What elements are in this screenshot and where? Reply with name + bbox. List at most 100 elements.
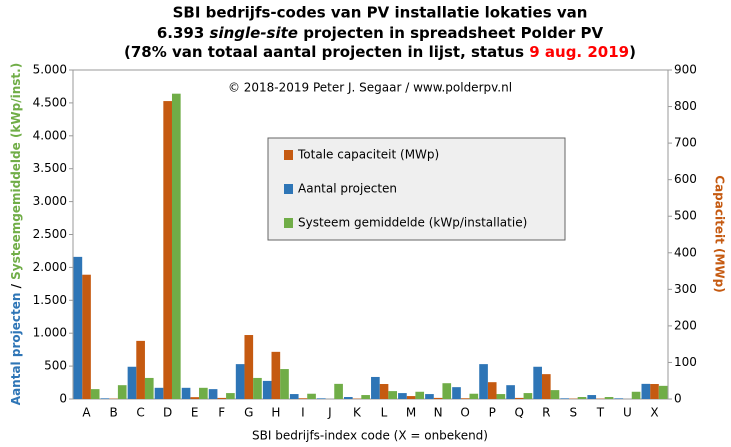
bar [406, 396, 416, 399]
legend-label: Totale capaciteit (MWp) [297, 148, 439, 162]
y-tick-label: 2.000 [33, 260, 67, 274]
title-part: single-site [210, 24, 298, 42]
x-tick-label: A [82, 406, 91, 420]
y-tick-label: 1.500 [33, 293, 67, 307]
bar [163, 101, 172, 400]
bar [614, 398, 624, 399]
x-tick-label: G [244, 406, 253, 420]
bar [560, 398, 570, 399]
bar [343, 397, 353, 399]
bar [144, 377, 154, 399]
x-tick-label: M [406, 406, 416, 420]
legend-swatch [284, 150, 293, 160]
x-tick-label: H [271, 406, 280, 420]
y2-tick-label: 200 [674, 318, 697, 332]
bar [641, 383, 651, 399]
bar [533, 366, 542, 399]
bar [496, 394, 506, 399]
legend [267, 137, 566, 241]
y2-tick-label: 700 [674, 136, 697, 150]
x-tick-label: I [301, 406, 305, 420]
legend-swatch [284, 184, 293, 194]
y-label-part: Aantal projecten [9, 293, 23, 406]
y2-tick-label: 900 [674, 63, 697, 77]
bar [577, 397, 587, 399]
bar [506, 385, 515, 399]
bar [199, 387, 208, 399]
bar [235, 364, 245, 399]
bar [171, 93, 181, 400]
y2-tick-label: 500 [674, 209, 697, 223]
x-tick-label: B [109, 406, 117, 420]
bar [452, 387, 461, 399]
bar [587, 395, 597, 399]
bar [190, 397, 200, 399]
bar [208, 389, 218, 399]
bar [316, 398, 326, 399]
bar [100, 398, 110, 399]
bar [127, 366, 137, 399]
bar [425, 394, 434, 399]
legend-swatch [284, 218, 293, 228]
y-tick-label: 4.000 [33, 128, 67, 142]
bar [298, 398, 308, 399]
bar [541, 374, 551, 399]
bar [271, 351, 281, 399]
x-tick-label: C [136, 406, 144, 420]
x-tick-label: S [570, 406, 578, 420]
y-label-part: / [9, 280, 23, 293]
title-part: (78% van totaal aantal projecten in lijs… [124, 43, 529, 61]
bar [82, 274, 91, 399]
bar [479, 364, 488, 399]
bar [117, 385, 127, 399]
y2-tick-label: 100 [674, 355, 697, 369]
x-tick-label: J [327, 406, 332, 420]
x-tick-label: R [542, 406, 550, 420]
bar [631, 391, 641, 399]
y-axis-label: Aantal projecten / Systeemgemiddelde (kW… [9, 63, 23, 405]
bar [307, 393, 316, 399]
bar [262, 380, 272, 399]
title-date: 9 aug. 2019 [529, 43, 629, 61]
bar [415, 391, 425, 399]
bar [217, 397, 227, 399]
bar [280, 369, 289, 399]
title-line: 6.393 single-site projecten in spreadshe… [157, 24, 604, 42]
bar [550, 390, 560, 399]
x-tick-label: T [596, 406, 605, 420]
y2-tick-label: 400 [674, 245, 697, 259]
x-tick-label: L [381, 406, 388, 420]
x-tick-label: F [218, 406, 225, 420]
x-tick-label: K [353, 406, 362, 420]
legend-label: Systeem gemiddelde (kWp/installatie) [298, 216, 527, 230]
bar [289, 394, 299, 399]
x-tick-label: U [623, 406, 632, 420]
bar [433, 397, 443, 399]
bar [514, 397, 524, 399]
x-tick-label: O [460, 406, 469, 420]
x-tick-label: D [163, 406, 172, 420]
bar [361, 395, 370, 399]
y-tick-label: 0 [59, 392, 67, 406]
x-tick-label: N [434, 406, 443, 420]
bar [253, 377, 262, 399]
bar [604, 397, 614, 399]
y2-tick-label: 300 [674, 282, 697, 296]
annotation: © 2018-2019 Peter J. Segaar / www.polder… [228, 81, 512, 95]
x-tick-label: Q [515, 406, 524, 420]
y-tick-label: 500 [44, 359, 67, 373]
y-tick-label: 2.500 [33, 227, 67, 241]
bar [90, 389, 100, 399]
bar [244, 335, 254, 399]
title-part: ) [629, 43, 636, 61]
bar [650, 384, 659, 399]
y2-tick-label: 800 [674, 99, 697, 113]
title-part: 6.393 [157, 24, 210, 42]
bar [181, 387, 191, 399]
bar [226, 393, 235, 399]
bar [371, 376, 380, 399]
bar [379, 384, 389, 399]
bar [460, 398, 470, 399]
y2-tick-label: 0 [674, 392, 682, 406]
x-tick-label: X [650, 406, 658, 420]
